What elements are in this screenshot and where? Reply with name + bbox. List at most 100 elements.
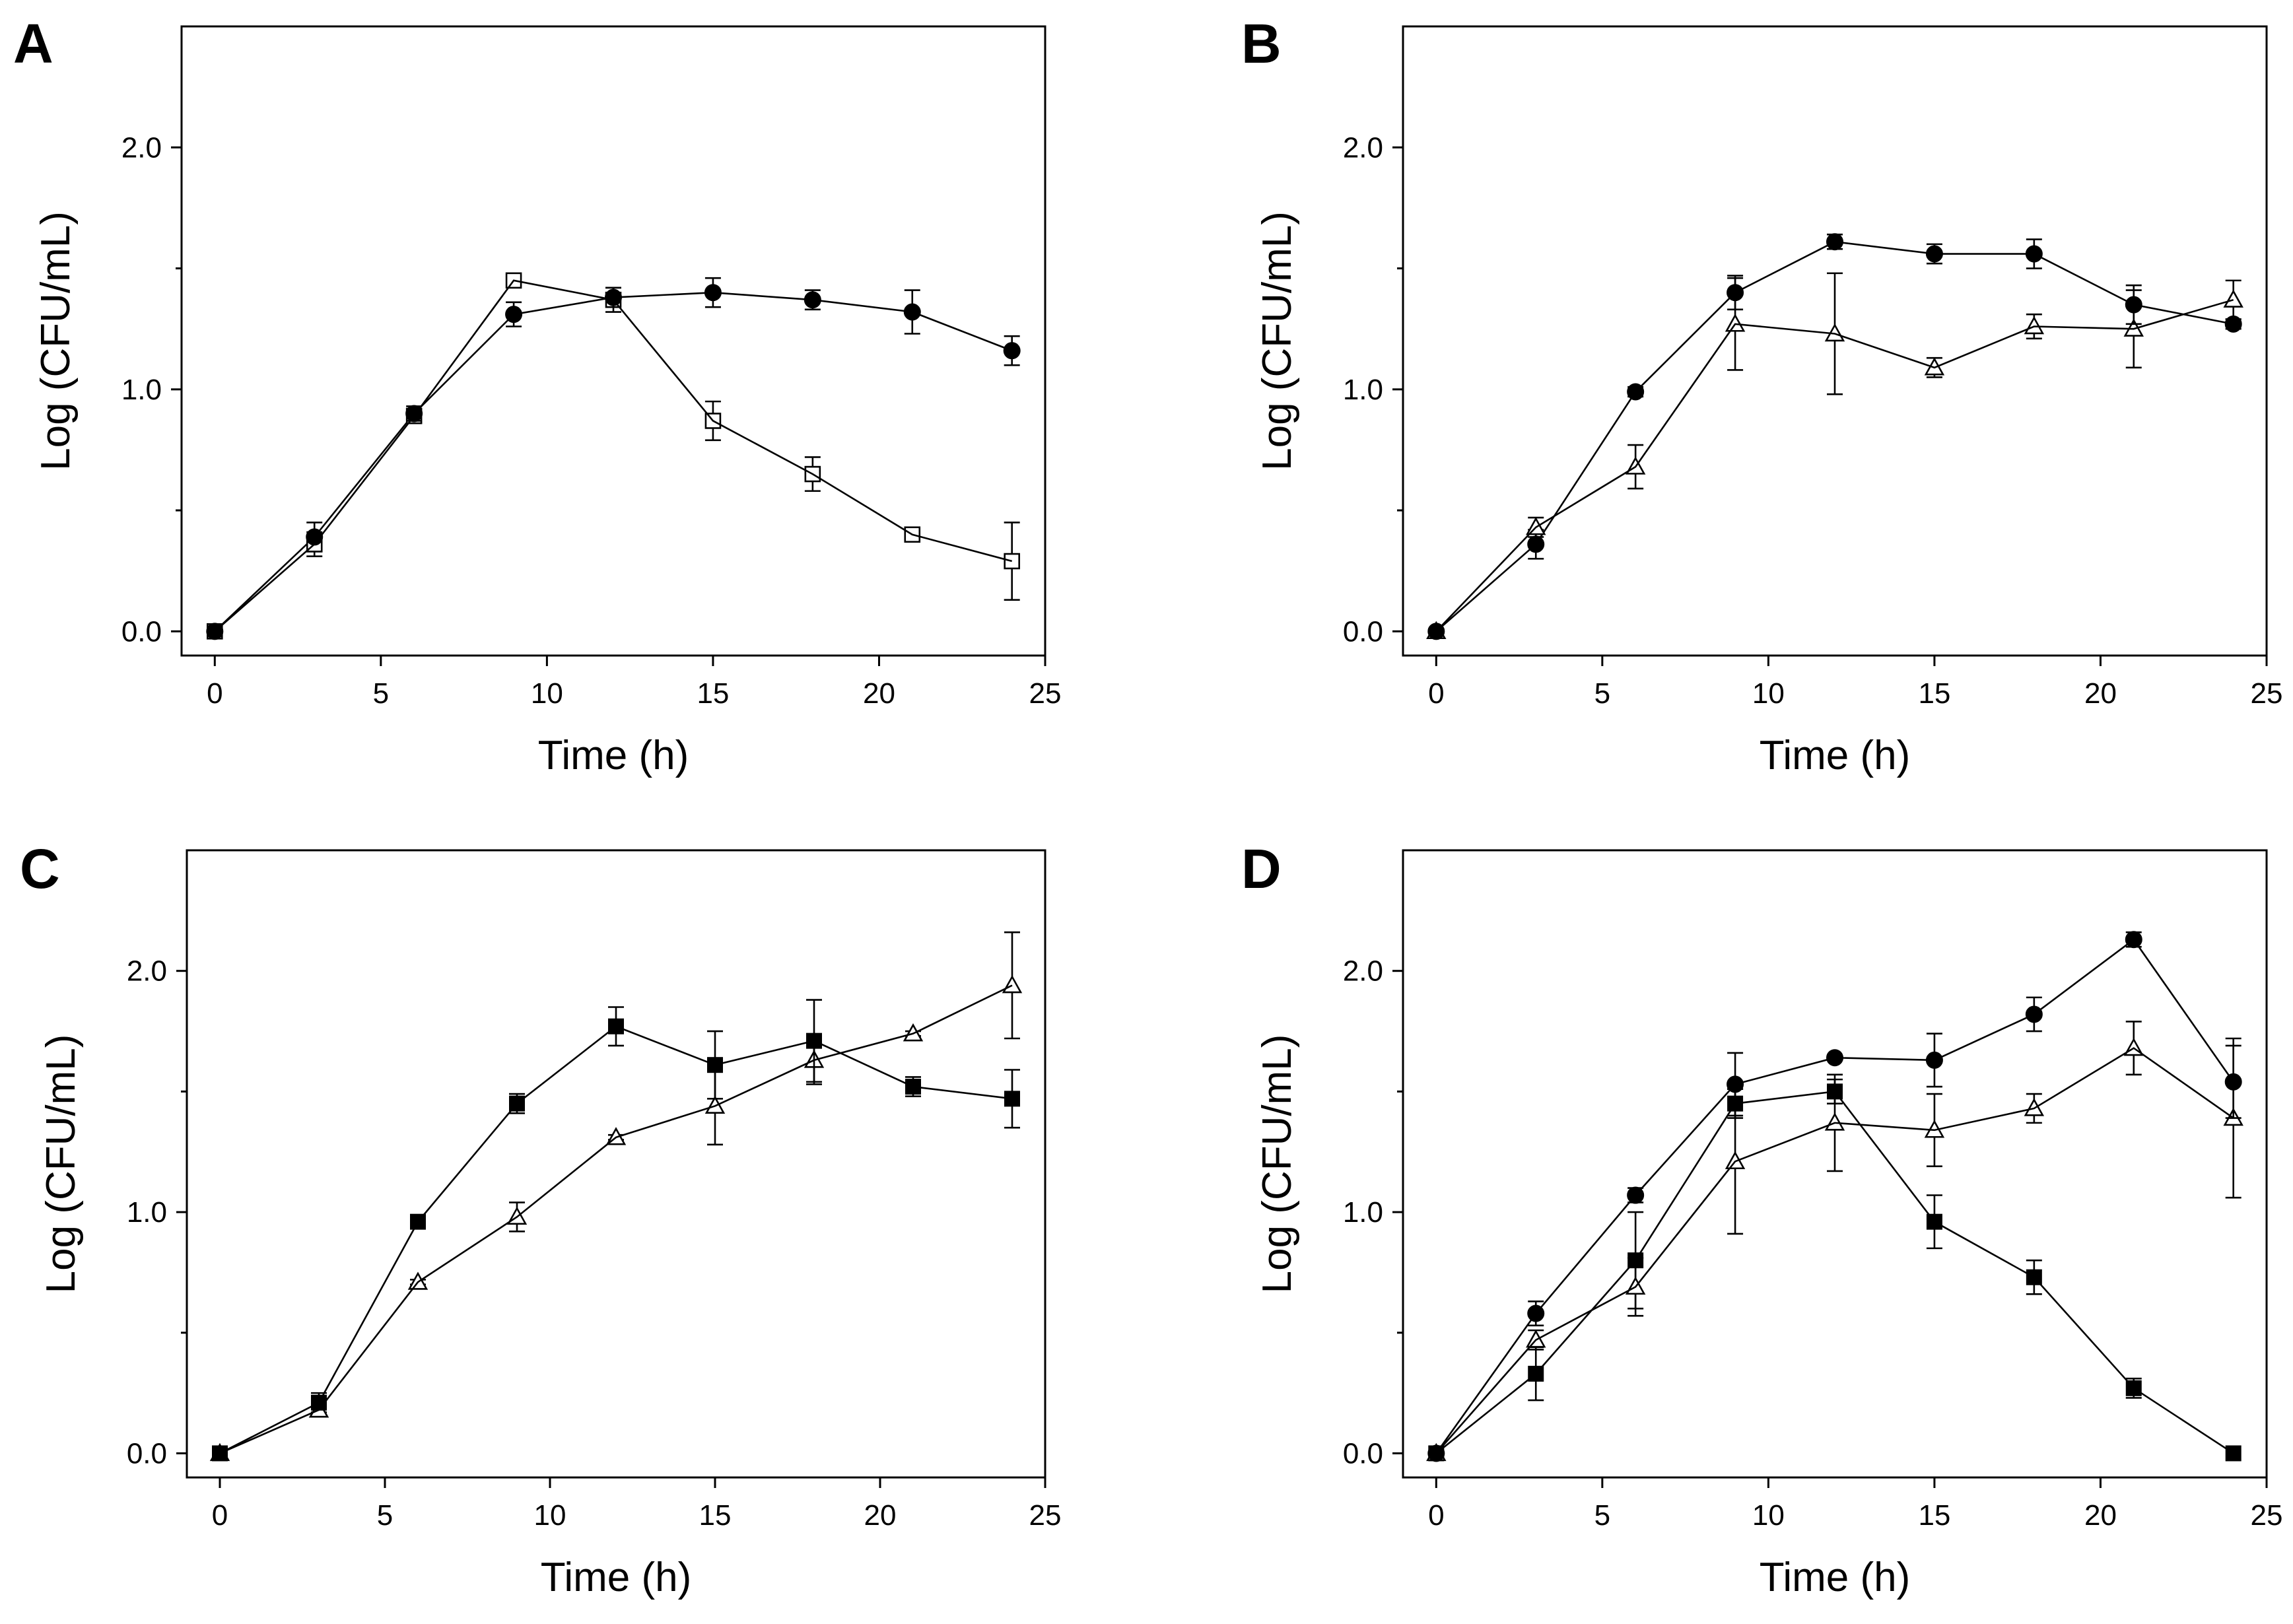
y-tick-label: 1.0 bbox=[1343, 374, 1383, 406]
plot-frame bbox=[1402, 25, 2268, 657]
x-tick-label: 10 bbox=[1752, 1499, 1785, 1532]
error-bar bbox=[1426, 1021, 2243, 1462]
marker-square-filled bbox=[905, 1079, 921, 1095]
y-axis-title: Log (CFU/mL) bbox=[1254, 1034, 1300, 1294]
x-tick-label: 25 bbox=[1029, 677, 1062, 710]
y-tick-label: 1.0 bbox=[1343, 1196, 1383, 1229]
marker-circle-filled bbox=[1627, 1186, 1645, 1204]
marker-square-filled bbox=[806, 1032, 822, 1049]
marker-circle-filled bbox=[1727, 1075, 1744, 1093]
series-square-filled bbox=[209, 931, 1023, 1462]
marker-circle-filled bbox=[1003, 342, 1021, 360]
marker-circle-filled bbox=[1527, 535, 1545, 553]
series-square-open bbox=[214, 279, 1013, 632]
marker-circle-filled bbox=[2224, 315, 2242, 333]
y-tick-label: 0.0 bbox=[1343, 615, 1383, 648]
x-tick-label: 20 bbox=[864, 1499, 897, 1532]
x-tick-label: 20 bbox=[863, 677, 895, 710]
marker-circle-filled bbox=[2224, 1073, 2242, 1091]
x-tick-label: 20 bbox=[2084, 1499, 2117, 1532]
x-tick-label: 0 bbox=[207, 677, 222, 710]
x-tick-label: 25 bbox=[1029, 1499, 1062, 1532]
plot-frame bbox=[186, 849, 1046, 1479]
marker-circle-filled bbox=[1826, 1049, 1843, 1067]
y-tick-label: 0.0 bbox=[1343, 1437, 1383, 1470]
y-axis-title: Log (CFU/mL) bbox=[38, 1034, 84, 1294]
x-tick-label: 25 bbox=[2251, 1499, 2283, 1532]
error-bar bbox=[207, 272, 1020, 640]
y-tick-label: 2.0 bbox=[1343, 131, 1383, 164]
marker-circle-filled bbox=[1925, 1051, 1943, 1069]
series-line bbox=[219, 984, 1013, 1454]
series-triangle-open bbox=[1435, 298, 2234, 632]
panel-letter: D bbox=[1241, 838, 1282, 900]
x-tick-label: 15 bbox=[1918, 1499, 1950, 1532]
x-tick-label: 15 bbox=[1918, 677, 1950, 710]
marker-triangle-open bbox=[2223, 289, 2243, 308]
series-square-filled bbox=[1435, 1091, 2234, 1454]
panel-letter: A bbox=[13, 13, 53, 75]
marker-square-filled bbox=[410, 1213, 426, 1230]
series-line bbox=[214, 291, 1013, 632]
marker-circle-filled bbox=[1826, 233, 1843, 251]
x-axis-title: Time (h) bbox=[1760, 733, 1910, 778]
marker-circle-filled bbox=[2025, 245, 2043, 263]
series-triangle-open bbox=[1435, 1047, 2234, 1454]
x-tick-label: 20 bbox=[2084, 677, 2117, 710]
marker-circle-filled bbox=[1527, 1304, 1545, 1322]
series-circle-filled bbox=[1426, 233, 2243, 640]
series-line bbox=[214, 279, 1013, 632]
marker-square-filled bbox=[707, 1057, 723, 1073]
marker-triangle-open bbox=[1002, 974, 1023, 994]
marker-circle-filled bbox=[903, 303, 921, 321]
y-tick-label: 0.0 bbox=[121, 615, 162, 648]
marker-square-filled bbox=[608, 1018, 624, 1034]
marker-square-filled bbox=[509, 1095, 525, 1112]
series-line bbox=[1435, 1047, 2234, 1454]
marker-circle-filled bbox=[605, 288, 622, 306]
panel-letter: C bbox=[20, 838, 60, 900]
y-tick-label: 2.0 bbox=[1343, 955, 1383, 988]
panel-b: B 0 5 10 15 20 25 0.0 1.0 2.0 Time (h) Log (CFU/mL) bbox=[1241, 13, 2282, 778]
panel-a: A 0 5 10 15 20 25 0.0 1.0 2.0 Time (h) Log (CFU/mL) bbox=[13, 13, 1061, 778]
x-tick-label: 5 bbox=[377, 1499, 393, 1532]
marker-circle-filled bbox=[704, 284, 722, 302]
x-tick-label: 25 bbox=[2251, 677, 2283, 710]
series-line bbox=[1435, 298, 2234, 632]
x-axis-title: Time (h) bbox=[541, 1555, 691, 1600]
series-line bbox=[1435, 1091, 2234, 1454]
y-tick-label: 1.0 bbox=[121, 374, 162, 406]
y-tick-label: 0.0 bbox=[127, 1437, 167, 1470]
y-tick-label: 2.0 bbox=[121, 131, 162, 164]
plot-frame bbox=[180, 25, 1046, 657]
x-tick-label: 5 bbox=[1594, 1499, 1610, 1532]
plot-frame bbox=[1402, 849, 2268, 1479]
marker-circle-filled bbox=[1627, 383, 1645, 401]
marker-circle-filled bbox=[2025, 1005, 2043, 1023]
series-triangle-open bbox=[219, 984, 1013, 1454]
y-tick-label: 2.0 bbox=[127, 955, 167, 988]
y-tick-label: 1.0 bbox=[127, 1196, 167, 1229]
y-axis-title: Log (CFU/mL) bbox=[1254, 211, 1300, 471]
x-tick-label: 0 bbox=[1428, 1499, 1444, 1532]
marker-circle-filled bbox=[2125, 931, 2142, 949]
x-tick-label: 10 bbox=[534, 1499, 566, 1532]
x-tick-label: 0 bbox=[212, 1499, 228, 1532]
marker-circle-filled bbox=[1925, 245, 1943, 263]
series-line bbox=[1435, 938, 2234, 1454]
x-tick-label: 15 bbox=[697, 677, 729, 710]
marker-circle-filled bbox=[505, 306, 523, 323]
panel-letter: B bbox=[1241, 13, 1282, 75]
panel-c: C 0 5 10 15 20 25 0.0 1.0 2.0 Time (h) Log (CFU/mL) bbox=[20, 838, 1061, 1600]
x-tick-label: 5 bbox=[373, 677, 389, 710]
panel-d: D 0 5 10 15 20 25 0.0 1.0 2.0 Time (h) Log (CFU/mL) bbox=[1241, 838, 2282, 1600]
x-tick-label: 10 bbox=[1752, 677, 1785, 710]
series-line bbox=[219, 1025, 1013, 1454]
marker-square-filled bbox=[1004, 1091, 1020, 1107]
marker-circle-filled bbox=[804, 291, 821, 309]
x-tick-label: 15 bbox=[699, 1499, 732, 1532]
marker-circle-filled bbox=[1727, 284, 1744, 302]
x-axis-title: Time (h) bbox=[1760, 1555, 1910, 1600]
x-tick-label: 10 bbox=[531, 677, 563, 710]
